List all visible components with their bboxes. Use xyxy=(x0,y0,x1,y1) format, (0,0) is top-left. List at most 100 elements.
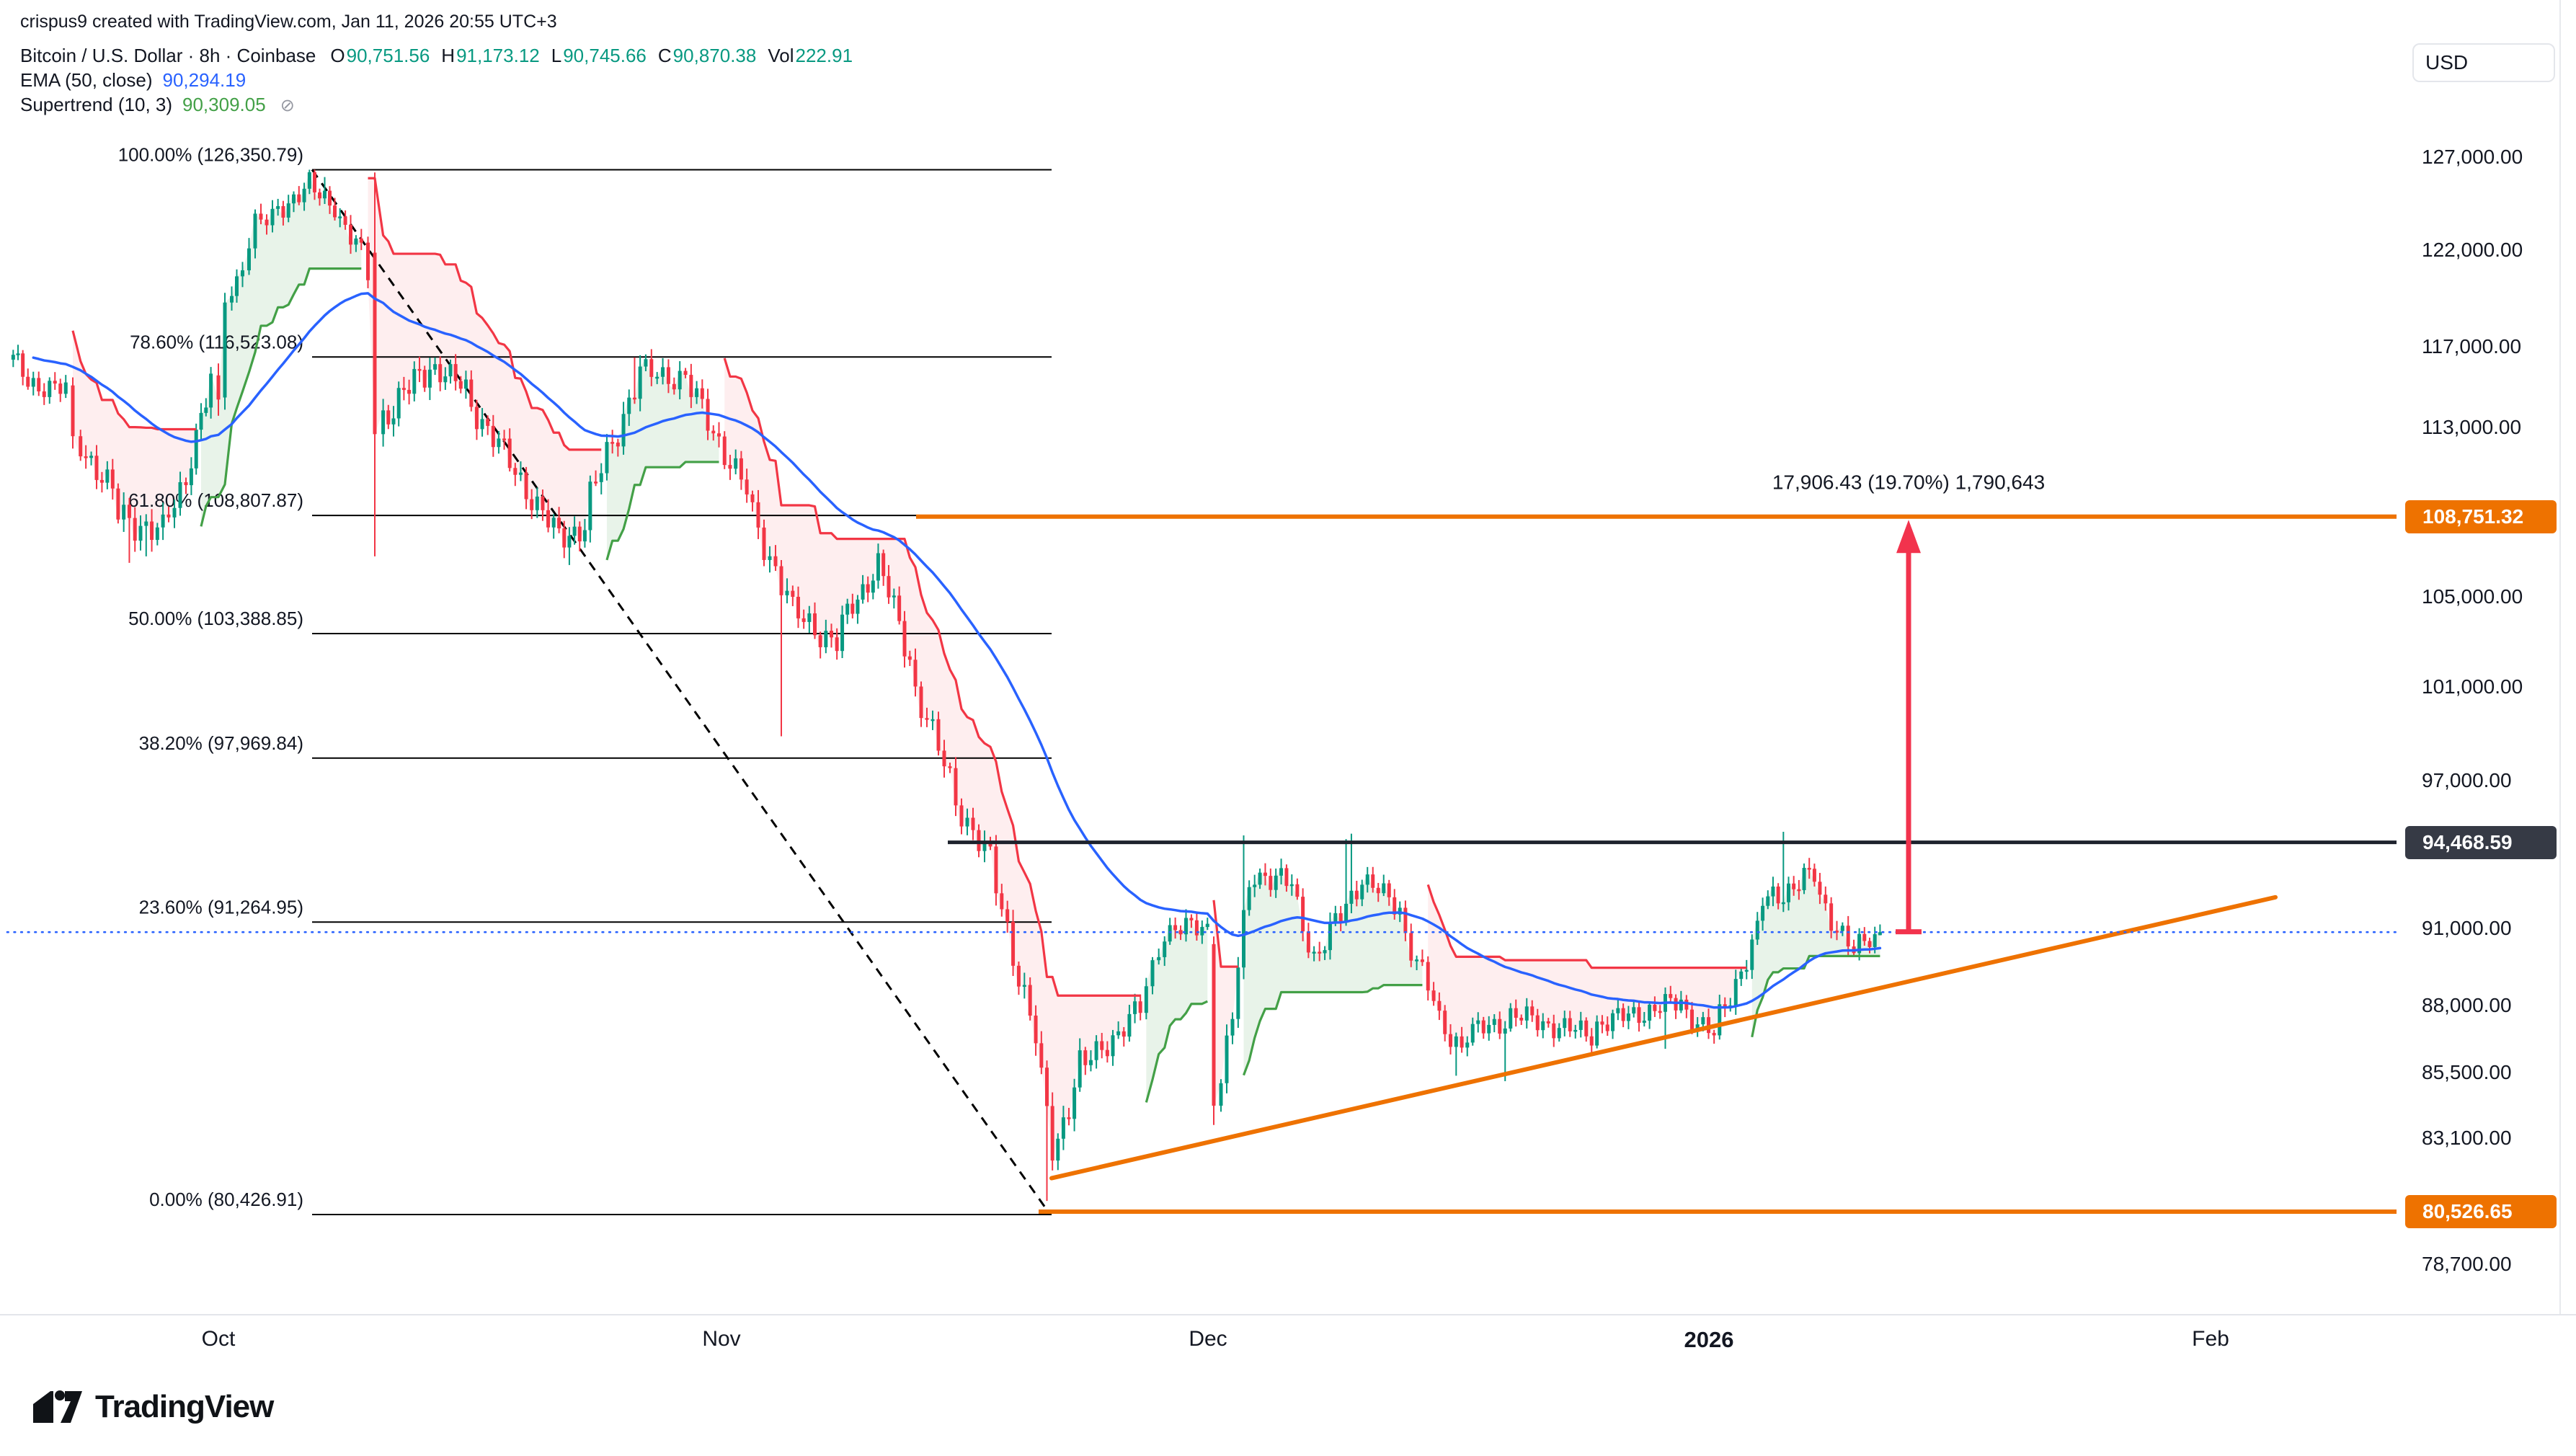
currency-toggle-button[interactable]: USD xyxy=(2412,43,2555,82)
candle-body xyxy=(632,397,636,400)
volume-label: Vol xyxy=(768,45,794,66)
candle-body xyxy=(1258,872,1262,885)
fib-retracement[interactable]: 100.00% (126,350.79) 78.60% (116,523.08) 6… xyxy=(118,143,1052,1215)
candle-body xyxy=(866,584,870,593)
candle-body xyxy=(1039,1043,1044,1068)
candle-body xyxy=(366,242,370,280)
low-value: 90,745.66 xyxy=(563,45,647,66)
y-axis-tick: 105,000.00 xyxy=(2422,585,2523,608)
candle-body xyxy=(661,367,665,377)
supertrend-down-band xyxy=(73,330,197,541)
candle-body xyxy=(546,510,551,528)
candle-body xyxy=(105,469,110,483)
horizontal-rays[interactable] xyxy=(916,514,2397,1214)
candle-body xyxy=(292,194,296,204)
candle-body xyxy=(655,376,659,379)
legend-ema-row[interactable]: EMA (50, close) 90,294.19 xyxy=(20,69,864,94)
candle-body xyxy=(235,276,239,296)
candle-body xyxy=(1242,910,1245,968)
price-axis[interactable]: 127,000.00 122,000.00 117,000.00 113,000.00… xyxy=(2403,0,2576,1314)
supertrend-up-line xyxy=(1145,1000,1208,1103)
candle-body xyxy=(1460,1036,1464,1048)
supertrend-down-line xyxy=(1212,900,1238,968)
candle-body xyxy=(942,750,946,767)
candle-body xyxy=(1274,875,1278,890)
tradingview-logo[interactable]: TradingView xyxy=(32,1388,274,1426)
candle-body xyxy=(1000,893,1004,910)
candle-body xyxy=(161,514,165,528)
candle-body xyxy=(391,418,396,425)
candle-body xyxy=(1487,1024,1491,1034)
candle-body xyxy=(1498,1018,1502,1034)
low-label: L xyxy=(551,45,562,66)
candle-body xyxy=(861,584,865,600)
candle-body xyxy=(1178,930,1183,935)
candle-body xyxy=(1056,1138,1060,1161)
time-axis[interactable]: Oct Nov Dec 2026 Feb xyxy=(0,1314,2576,1370)
candle-body xyxy=(1189,918,1194,920)
candle-body xyxy=(1632,1007,1636,1014)
candle-body xyxy=(577,526,582,542)
candle-body xyxy=(349,224,352,245)
candle-body xyxy=(541,496,545,510)
candle-body xyxy=(1387,883,1391,897)
supertrend-down-line xyxy=(71,330,197,431)
candle-body xyxy=(1584,1020,1589,1036)
candle-body xyxy=(1519,1018,1524,1021)
supertrend-up-line xyxy=(200,267,362,527)
candle-body xyxy=(63,382,68,394)
candle-body xyxy=(1707,1017,1710,1034)
candle-body xyxy=(1669,994,1673,998)
candle-body xyxy=(824,631,828,647)
candle-body xyxy=(1371,874,1375,888)
candle-body xyxy=(695,388,699,397)
legend-symbol-row[interactable]: Bitcoin / U.S. Dollar · 8h · Coinbase O … xyxy=(20,45,864,69)
candle-body xyxy=(1470,1024,1475,1043)
candle-body xyxy=(711,430,716,434)
ema-label[interactable]: EMA (50, close) xyxy=(20,69,153,91)
candle-body xyxy=(270,208,275,226)
y-axis-tick: 113,000.00 xyxy=(2422,415,2522,438)
supertrend-label[interactable]: Supertrend (10, 3) xyxy=(20,94,173,115)
ascending-support-trendline[interactable] xyxy=(1049,895,2278,1181)
y-axis-tick: 97,000.00 xyxy=(2422,768,2512,791)
candle-body xyxy=(907,656,912,660)
candle-body xyxy=(373,252,377,435)
candle-body xyxy=(530,499,534,510)
symbol-title[interactable]: Bitcoin / U.S. Dollar · 8h · Coinbase xyxy=(20,45,316,66)
candle-body xyxy=(1557,1028,1561,1039)
candle-body xyxy=(1712,1033,1716,1036)
dashed-downtrend-line[interactable] xyxy=(311,169,1052,1215)
candle-body xyxy=(739,458,743,480)
candle-body xyxy=(16,353,20,355)
candle-body xyxy=(773,556,778,567)
candle-body xyxy=(1818,882,1822,895)
fib-level-label: 0.00% (80,426.91) xyxy=(149,1189,303,1210)
candle-body xyxy=(1133,1001,1137,1014)
candle-body xyxy=(1061,1117,1065,1139)
candle-body xyxy=(745,479,749,494)
candle-body xyxy=(1541,1021,1545,1031)
candle-body xyxy=(1600,1021,1604,1025)
axis-horizontal-separator xyxy=(0,1314,2576,1315)
candle-body xyxy=(871,580,875,593)
candle-body xyxy=(318,192,321,199)
candle-body xyxy=(1750,939,1754,970)
candle-body xyxy=(796,596,800,618)
hidden-marker-icon[interactable]: ⊘ xyxy=(280,96,295,115)
candle-body xyxy=(1766,896,1770,906)
legend-supertrend-row[interactable]: Supertrend (10, 3) 90,309.05 ⊘ xyxy=(20,94,864,118)
candle-body xyxy=(323,190,327,199)
fib-level-label: 100.00% (126,350.79) xyxy=(118,143,303,165)
candle-body xyxy=(71,385,75,437)
candle-body xyxy=(359,238,363,243)
candle-body xyxy=(959,805,964,827)
close-value: 90,870.38 xyxy=(672,45,757,66)
candle-body xyxy=(1034,1015,1038,1044)
candle-body xyxy=(1163,941,1167,957)
candle-body xyxy=(1723,1004,1727,1008)
candle-body xyxy=(48,381,52,397)
projection-arrow[interactable] xyxy=(1896,520,1922,935)
tradingview-logo-icon xyxy=(33,1390,82,1423)
